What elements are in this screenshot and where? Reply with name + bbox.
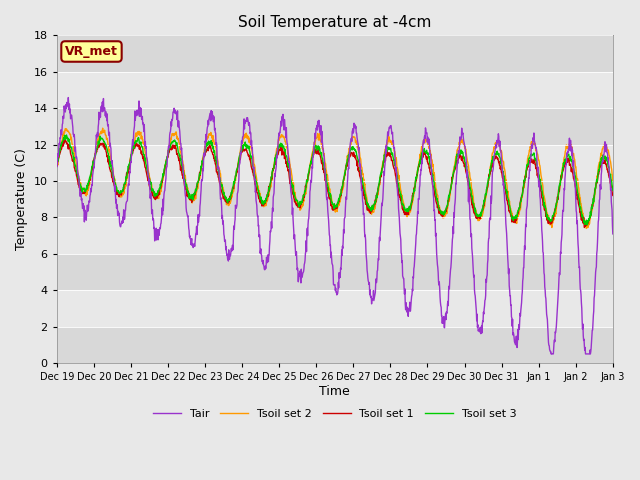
Line: Tair: Tair — [57, 97, 613, 354]
Legend: Tair, Tsoil set 2, Tsoil set 1, Tsoil set 3: Tair, Tsoil set 2, Tsoil set 1, Tsoil se… — [148, 404, 521, 423]
Tsoil set 3 — [609, 187, 617, 193]
Tair — [474, 322, 482, 327]
Tsoil set 1 — [264, 193, 272, 199]
Tsoil set 1 — [53, 162, 61, 168]
Tsoil set 2 — [214, 156, 221, 162]
Tsoil set 3 — [264, 190, 272, 195]
Bar — [57, 181, 613, 217]
Tsoil set 1 — [214, 171, 221, 177]
Tair — [609, 231, 617, 237]
Tsoil set 3 — [164, 154, 172, 160]
Y-axis label: Temperature (C): Temperature (C) — [15, 148, 28, 250]
Text: VR_met: VR_met — [65, 45, 118, 58]
Tsoil set 2 — [474, 214, 482, 220]
Tair — [53, 164, 61, 170]
Tsoil set 3 — [584, 222, 591, 228]
Tair — [547, 351, 555, 357]
Tsoil set 1 — [164, 154, 172, 159]
Tsoil set 2 — [153, 195, 161, 201]
Title: Soil Temperature at -4cm: Soil Temperature at -4cm — [238, 15, 431, 30]
Tair — [264, 255, 272, 261]
Tair — [214, 158, 221, 164]
Bar — [57, 144, 613, 181]
Tair — [536, 178, 543, 184]
Tsoil set 2 — [99, 125, 106, 131]
Tsoil set 3 — [53, 162, 61, 168]
Bar — [57, 36, 613, 72]
Tsoil set 3 — [214, 164, 221, 170]
Tsoil set 2 — [53, 162, 61, 168]
Tsoil set 3 — [474, 214, 482, 220]
Tsoil set 2 — [609, 179, 617, 184]
Tair — [153, 234, 161, 240]
Tsoil set 1 — [60, 136, 68, 142]
X-axis label: Time: Time — [319, 385, 350, 398]
Bar — [57, 254, 613, 290]
Bar — [57, 217, 613, 254]
Tsoil set 3 — [536, 177, 543, 182]
Tsoil set 1 — [609, 192, 617, 198]
Tsoil set 3 — [63, 132, 70, 138]
Bar — [57, 290, 613, 326]
Bar — [57, 108, 613, 144]
Tsoil set 2 — [582, 226, 590, 231]
Tsoil set 3 — [153, 192, 161, 198]
Tsoil set 2 — [536, 162, 543, 168]
Line: Tsoil set 2: Tsoil set 2 — [57, 128, 613, 228]
Tsoil set 1 — [153, 195, 161, 201]
Tsoil set 1 — [474, 214, 482, 219]
Tair — [65, 95, 72, 100]
Tair — [164, 154, 172, 160]
Tsoil set 1 — [536, 180, 543, 186]
Tsoil set 1 — [580, 225, 588, 230]
Bar — [57, 72, 613, 108]
Line: Tsoil set 1: Tsoil set 1 — [57, 139, 613, 228]
Tsoil set 2 — [264, 194, 272, 200]
Bar — [57, 326, 613, 363]
Line: Tsoil set 3: Tsoil set 3 — [57, 135, 613, 225]
Tsoil set 2 — [164, 156, 172, 162]
